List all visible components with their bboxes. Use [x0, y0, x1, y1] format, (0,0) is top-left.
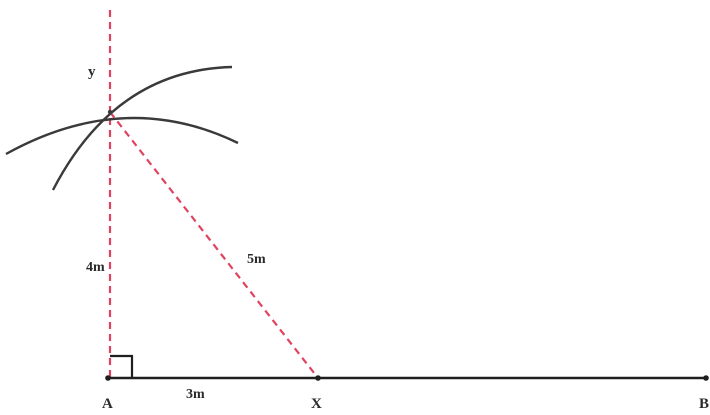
hypotenuse-dashed-line: [109, 111, 319, 379]
label-length-ax: 3m: [186, 387, 205, 402]
arc-centered-at-x: [51, 65, 233, 191]
label-length-xy: 5m: [247, 252, 266, 267]
label-point-b: B: [699, 396, 709, 412]
arc-centered-at-a: [5, 116, 239, 156]
point-a-dot: [105, 375, 111, 381]
label-length-ay: 4m: [86, 260, 105, 275]
intersection-dot: [107, 109, 113, 115]
label-point-x: X: [311, 396, 322, 412]
point-x-dot: [315, 375, 321, 381]
label-y: y: [88, 64, 96, 80]
label-point-a: A: [102, 396, 113, 412]
right-angle-marker: [110, 354, 134, 378]
point-b-dot: [703, 375, 709, 381]
